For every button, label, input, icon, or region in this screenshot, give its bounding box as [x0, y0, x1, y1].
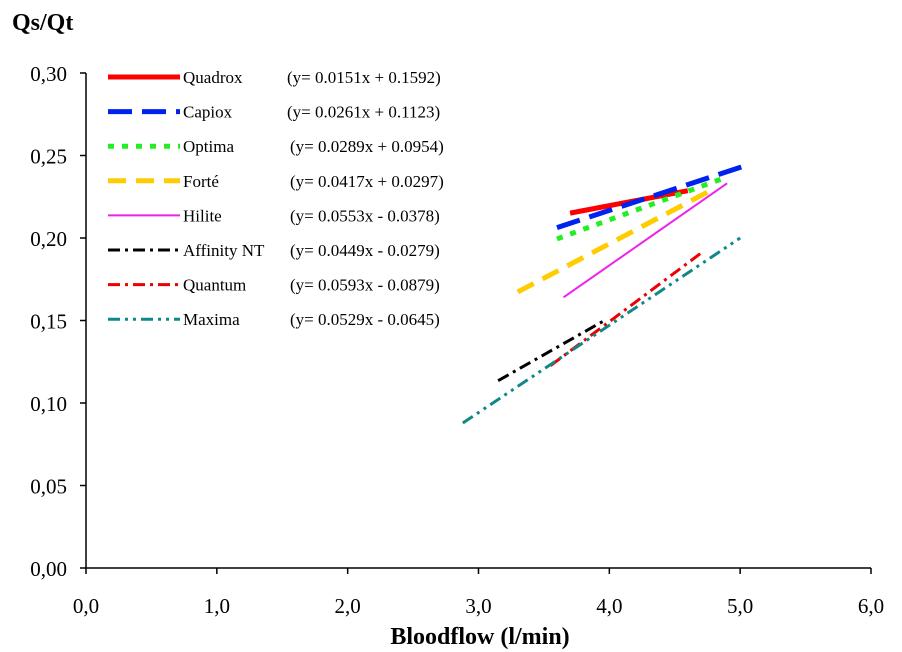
legend-equation: (y= 0.0151x + 0.1592): [287, 68, 441, 87]
x-tick-label: 1,0: [204, 594, 230, 618]
y-tick-label: 0,25: [30, 145, 67, 169]
x-tick-label: 0,0: [73, 594, 99, 618]
series-line-maxima: [461, 236, 741, 425]
series-line-hilite: [562, 182, 728, 299]
legend-equation: (y= 0.0261x + 0.1123): [287, 103, 440, 122]
x-tick-label: 4,0: [596, 594, 622, 618]
series-line-fort-: [516, 189, 709, 295]
legend-label: Hilite: [183, 206, 222, 225]
legend-label: Affinity NT: [183, 241, 265, 260]
legend-equation: (y= 0.0417x + 0.0297): [290, 172, 444, 191]
y-tick-label: 0,30: [30, 62, 67, 86]
legend-equation: (y= 0.0289x + 0.0954): [290, 137, 444, 156]
legend-equation: (y= 0.0553x - 0.0378): [290, 206, 440, 225]
x-tick-label: 2,0: [335, 594, 361, 618]
x-tick-label: 3,0: [465, 594, 491, 618]
legend: Quadrox (y= 0.0151x + 0.1592) Capiox (y= 0.…: [108, 68, 444, 329]
legend-label: Forté: [183, 172, 219, 191]
legend-label: Optima: [183, 137, 234, 156]
axis-ticks: 0,0 1,0 2,0 3,0 4,0 5,0 6,0 0,00 0,05 0,10 0,15 0,2…: [30, 62, 884, 618]
plot-area: [461, 162, 748, 425]
legend-equation: (y= 0.0529x - 0.0645): [290, 310, 440, 329]
legend-label: Maxima: [183, 310, 240, 329]
y-tick-label: 0,05: [30, 475, 67, 499]
series-line-optima: [556, 176, 722, 242]
y-tick-label: 0,10: [30, 392, 67, 416]
x-axis-title: Bloodflow (l/min): [390, 624, 569, 650]
y-tick-label: 0,20: [30, 227, 67, 251]
legend-label: Quantum: [183, 276, 246, 295]
legend-equation: (y= 0.0449x - 0.0279): [290, 241, 440, 260]
y-tick-label: 0,00: [30, 557, 67, 581]
legend-label: Quadrox: [183, 68, 243, 87]
series-line-affinity-nt: [497, 320, 604, 382]
legend-label: Capiox: [183, 103, 233, 122]
legend-equation: (y= 0.0593x - 0.0879): [290, 276, 440, 295]
x-tick-label: 5,0: [727, 594, 753, 618]
y-axis-title: Qs/Qt: [12, 10, 73, 36]
y-tick-label: 0,15: [30, 310, 67, 334]
x-tick-label: 6,0: [858, 594, 884, 618]
